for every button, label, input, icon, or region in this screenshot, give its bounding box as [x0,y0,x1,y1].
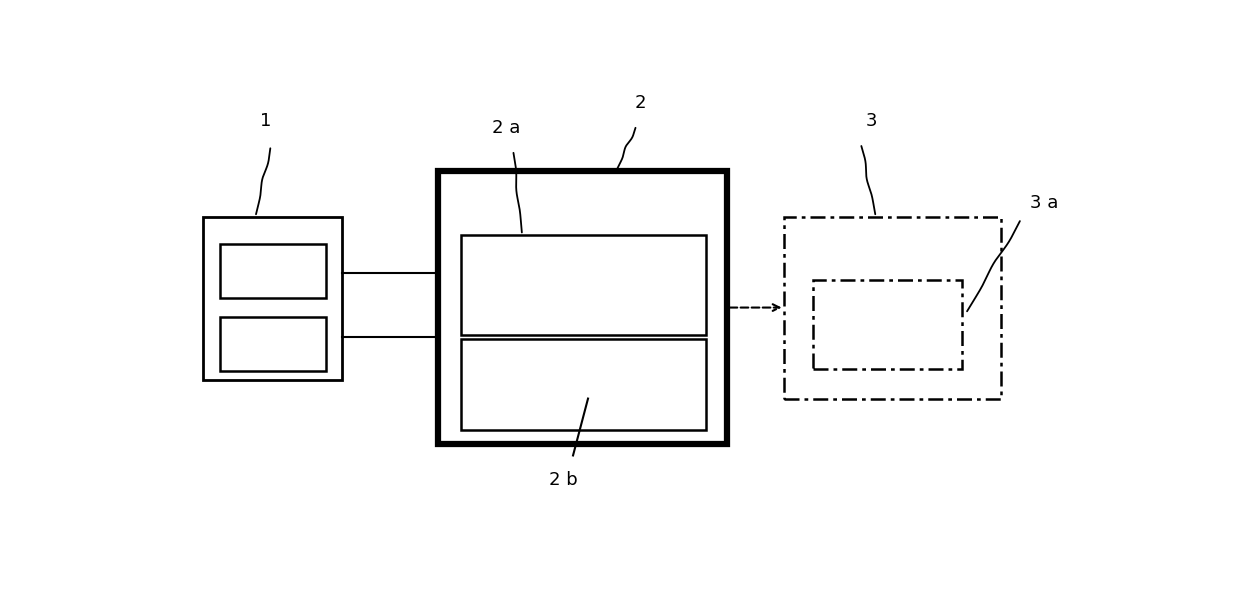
Bar [785,216,1001,398]
Bar [460,339,706,430]
Bar [813,280,962,369]
Text: 3: 3 [866,112,877,130]
Text: 3 a: 3 a [1029,194,1058,212]
Bar [221,244,326,298]
Bar [221,317,326,371]
Bar [203,216,342,381]
Text: 2 b: 2 b [549,472,578,489]
Text: 2: 2 [635,94,646,112]
Bar [439,171,727,444]
Text: 2 a: 2 a [491,119,520,137]
Bar [460,235,706,335]
Text: 1: 1 [260,112,272,130]
